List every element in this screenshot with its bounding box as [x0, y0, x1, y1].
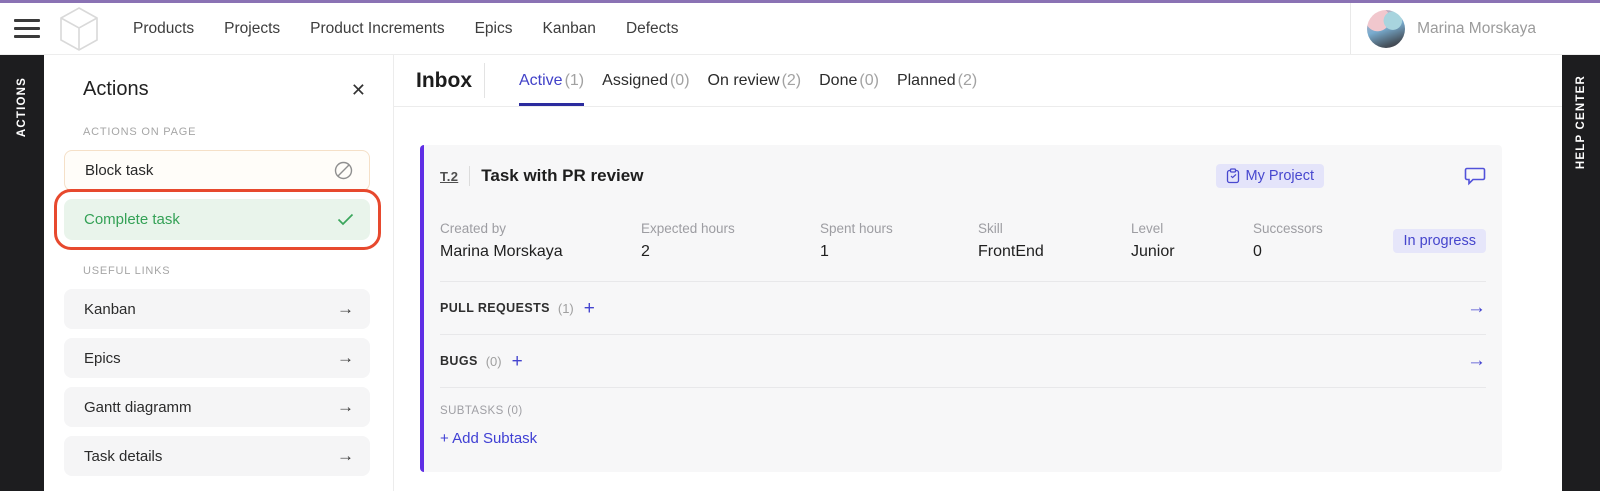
hamburger-menu-icon[interactable] [14, 19, 40, 38]
tab-on-review[interactable]: On review (2) [708, 55, 802, 106]
link-task-details-label: Task details [84, 447, 163, 465]
tab-assigned-count: (0) [669, 71, 690, 89]
arrow-right-icon: → [337, 397, 354, 416]
add-pull-request-icon[interactable]: + [583, 297, 595, 319]
card-divider [440, 281, 1486, 282]
tab-done-label: Done [819, 71, 858, 89]
nav-item-epics[interactable]: Epics [474, 19, 513, 37]
bugs-arrow-icon[interactable]: → [1467, 350, 1486, 371]
actions-rail-label[interactable]: ACTIONS [16, 77, 28, 138]
tab-assigned[interactable]: Assigned (0) [602, 55, 689, 106]
actions-panel-title: Actions [83, 78, 149, 100]
field-label: Skill [978, 221, 1003, 236]
top-navbar: Products Projects Product Increments Epi… [0, 3, 1600, 55]
tab-done[interactable]: Done (0) [819, 55, 879, 106]
link-gantt-label: Gantt diagramm [84, 398, 192, 416]
actions-panel: Actions ✕ ACTIONS ON PAGE Block task Com… [44, 55, 394, 491]
field-label: Expected hours [641, 221, 735, 236]
arrow-right-icon: → [337, 299, 354, 318]
complete-task-button[interactable]: Complete task [64, 199, 370, 240]
link-kanban[interactable]: Kanban → [64, 289, 370, 329]
clipboard-icon [1226, 168, 1240, 184]
help-center-rail-label[interactable]: HELP CENTER [1575, 75, 1587, 170]
nav-item-projects[interactable]: Projects [224, 19, 281, 37]
field-label: Successors [1253, 221, 1323, 236]
bugs-count: (0) [485, 353, 502, 369]
link-kanban-label: Kanban [84, 300, 136, 318]
complete-task-label: Complete task [84, 211, 180, 228]
bugs-section: BUGS (0) + → [440, 335, 1486, 388]
main-nav: Products Projects Product Increments Epi… [133, 20, 679, 38]
project-badge[interactable]: My Project [1215, 164, 1324, 188]
nav-item-defects[interactable]: Defects [625, 19, 679, 37]
field-value: 2 [641, 243, 650, 260]
comment-icon[interactable] [1464, 166, 1486, 186]
tab-active[interactable]: Active (1) [519, 55, 585, 106]
field-value: 0 [1253, 243, 1262, 260]
link-gantt-diagramm[interactable]: Gantt diagramm → [64, 387, 370, 427]
user-menu[interactable]: Marina Morskaya [1350, 3, 1600, 54]
pull-requests-count: (1) [557, 300, 574, 316]
main-content: Inbox Active (1) Assigned (0) On review … [394, 55, 1562, 491]
task-fields: Created by Marina Morskaya Expected hour… [440, 221, 1486, 261]
link-task-details[interactable]: Task details → [64, 436, 370, 476]
add-subtask-button[interactable]: + Add Subtask [440, 430, 538, 447]
nav-item-products[interactable]: Products [133, 19, 195, 37]
tab-on-review-count: (2) [781, 71, 802, 89]
top-accent-bar [0, 0, 1600, 3]
add-bug-icon[interactable]: + [511, 350, 523, 372]
user-avatar[interactable] [1367, 9, 1406, 48]
help-center-rail[interactable]: HELP CENTER [1562, 55, 1600, 491]
subtasks-label: SUBTASKS (0) [440, 405, 523, 417]
id-divider [469, 166, 471, 186]
field-label: Level [1131, 221, 1164, 236]
page-title: Inbox [416, 68, 472, 92]
pull-requests-section: PULL REQUESTS (1) + → [440, 282, 1486, 335]
arrow-right-icon: → [337, 348, 354, 367]
link-epics-label: Epics [84, 349, 121, 367]
nav-item-kanban[interactable]: Kanban [542, 19, 596, 37]
tab-on-review-label: On review [707, 71, 780, 89]
tab-active-label: Active [519, 71, 563, 89]
link-epics[interactable]: Epics → [64, 338, 370, 378]
check-icon [337, 213, 354, 226]
close-icon[interactable]: ✕ [350, 79, 366, 100]
pull-requests-arrow-icon[interactable]: → [1467, 297, 1486, 318]
useful-links-label: USEFUL LINKS [83, 265, 171, 277]
field-label: Created by [440, 221, 507, 236]
block-task-label: Block task [85, 162, 154, 179]
field-label: Spent hours [820, 221, 893, 236]
tab-planned-count: (2) [957, 71, 978, 89]
header-divider [484, 63, 485, 98]
arrow-right-icon: → [337, 446, 354, 465]
app-logo-cube-icon[interactable] [58, 6, 100, 52]
block-task-button[interactable]: Block task [64, 150, 370, 191]
project-badge-label: My Project [1245, 168, 1315, 184]
tab-assigned-label: Assigned [602, 71, 668, 89]
tab-done-count: (0) [859, 71, 879, 89]
actions-on-page-label: ACTIONS ON PAGE [83, 126, 197, 138]
tab-planned[interactable]: Planned (2) [897, 55, 977, 106]
inbox-header: Inbox Active (1) Assigned (0) On review … [394, 55, 1562, 107]
task-title: Task with PR review [481, 166, 644, 185]
field-value: FrontEnd [978, 243, 1044, 260]
field-value: 1 [820, 243, 829, 260]
status-badge: In progress [1393, 229, 1486, 253]
pull-requests-label: PULL REQUESTS [440, 301, 550, 315]
actions-rail[interactable]: ACTIONS [0, 55, 44, 491]
task-id-link[interactable]: T.2 [440, 168, 459, 184]
task-card: T.2 Task with PR review My Project [420, 145, 1502, 472]
blocked-icon [334, 161, 353, 180]
tab-active-count: (1) [564, 71, 585, 89]
tab-planned-label: Planned [896, 71, 956, 89]
inbox-tabs: Active (1) Assigned (0) On review (2) Do… [519, 55, 977, 106]
nav-item-product-increments[interactable]: Product Increments [310, 19, 445, 37]
bugs-label: BUGS [440, 354, 478, 368]
user-name: Marina Morskaya [1417, 19, 1536, 37]
field-value: Junior [1131, 243, 1175, 260]
field-value: Marina Morskaya [440, 243, 563, 260]
